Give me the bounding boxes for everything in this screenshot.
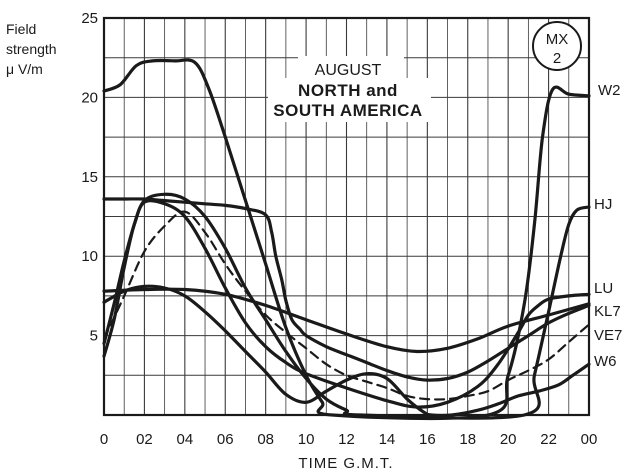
x-tick-label: 16	[419, 431, 436, 448]
x-tick-label: 06	[217, 431, 234, 448]
y-tick-label: 5	[90, 328, 98, 345]
x-tick-label: 08	[257, 431, 274, 448]
badge-line-1: MX	[546, 31, 569, 48]
series-label-lu: LU	[594, 280, 613, 297]
x-tick-label: 02	[136, 431, 153, 448]
series-line-w6	[102, 284, 591, 418]
x-tick-label: 10	[298, 431, 315, 448]
title-line-3: SOUTH AMERICA	[273, 101, 422, 120]
x-tick-label: 14	[379, 431, 396, 448]
y-axis-label-line-3: μ V/m	[6, 61, 43, 77]
series-label-kl7: KL7	[594, 303, 621, 320]
series-label-hj: HJ	[594, 196, 612, 213]
title-backdrop-2	[268, 78, 431, 122]
y-tick-labels: 5 10 15 20 25	[81, 10, 98, 345]
x-axis-label: TIME G.M.T.	[298, 455, 393, 472]
x-tick-label: 22	[540, 431, 557, 448]
chart-title: AUGUST NORTH and SOUTH AMERICA	[268, 56, 431, 122]
y-axis-label-line-1: Field	[6, 21, 36, 37]
series-labels: W2 HJ LU KL7 VE7 W6	[594, 82, 622, 370]
title-line-2: NORTH and	[298, 81, 398, 100]
chart-badge: MX 2	[532, 21, 582, 71]
x-tick-label: 00	[581, 431, 598, 448]
y-tick-label: 20	[81, 89, 98, 106]
y-tick-label: 15	[81, 169, 98, 186]
series-label-ve7: VE7	[594, 327, 622, 344]
chart-series	[102, 58, 591, 421]
series-line-unlabeled	[102, 197, 591, 382]
badge-circle	[532, 21, 582, 71]
series-line-lu	[102, 287, 591, 354]
x-tick-label: 18	[459, 431, 476, 448]
y-tick-label: 10	[81, 248, 98, 265]
y-axis-label-line-2: strength	[6, 41, 57, 57]
x-tick-label: 12	[338, 431, 355, 448]
series-label-w6: W6	[594, 353, 617, 370]
y-tick-label: 25	[81, 10, 98, 27]
series-line-ve7	[102, 210, 591, 401]
x-tick-label: 20	[500, 431, 517, 448]
title-line-1: AUGUST	[315, 62, 382, 79]
title-backdrop-1	[298, 56, 404, 80]
x-tick-label: 04	[176, 431, 193, 448]
x-tick-labels: 0 02 04 06 08 10 12 14 16 18 20 22 00	[100, 431, 598, 448]
series-line-kl7	[102, 198, 591, 409]
series-label-w2: W2	[598, 82, 621, 99]
x-tick-label: 0	[100, 431, 108, 448]
badge-line-2: 2	[553, 50, 561, 67]
